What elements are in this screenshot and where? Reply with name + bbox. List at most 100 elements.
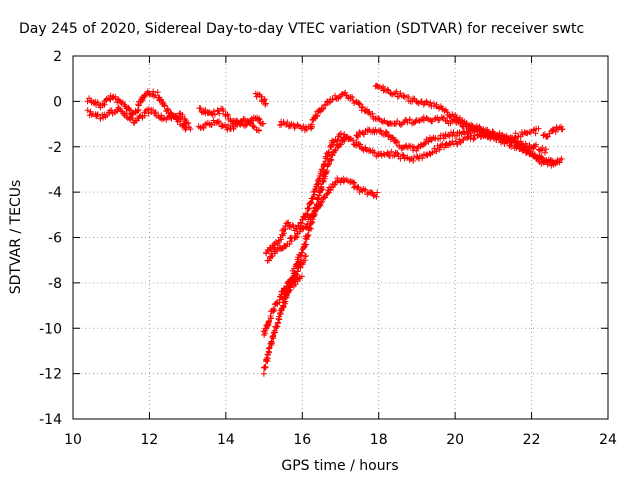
- data-point: [233, 121, 240, 128]
- data-point: [271, 307, 278, 314]
- data-point: [126, 106, 133, 113]
- data-point: [340, 137, 347, 143]
- data-point: [358, 107, 365, 114]
- data-point: [161, 103, 168, 110]
- data-point: [302, 253, 309, 259]
- y-tick-label: -2: [48, 140, 62, 156]
- x-tick-label: 10: [64, 432, 82, 448]
- data-point: [323, 169, 330, 176]
- data-point: [276, 122, 283, 129]
- data-point: [324, 162, 331, 169]
- data-point: [129, 115, 136, 121]
- data-point: [389, 134, 396, 141]
- data-point: [247, 119, 254, 126]
- data-point: [306, 224, 313, 231]
- series-morning-band-b: [84, 104, 194, 133]
- data-point: [447, 141, 454, 148]
- data-point: [211, 111, 218, 118]
- data-point: [141, 112, 148, 119]
- data-point: [310, 194, 317, 201]
- data-point: [302, 241, 309, 248]
- data-point: [411, 144, 417, 150]
- data-point: [335, 144, 341, 151]
- data-point: [285, 280, 292, 287]
- data-point: [388, 148, 395, 155]
- data-point: [197, 105, 204, 112]
- data-point: [463, 120, 470, 126]
- data-point: [288, 238, 295, 245]
- data-point: [294, 268, 301, 275]
- series-falling-through-evening: [353, 124, 542, 154]
- series-spike-15h: [252, 90, 269, 108]
- data-point: [468, 121, 475, 128]
- data-point: [559, 126, 566, 133]
- y-tick-label: -14: [39, 412, 62, 428]
- data-point: [384, 149, 391, 156]
- data-point: [261, 97, 268, 104]
- data-point: [84, 107, 91, 114]
- data-point: [423, 98, 430, 105]
- data-point: [406, 116, 413, 123]
- data-point: [285, 123, 292, 130]
- data-point: [384, 86, 391, 93]
- data-point: [224, 112, 231, 119]
- data-point: [357, 141, 364, 148]
- data-point: [373, 193, 380, 200]
- data-point: [359, 104, 366, 110]
- data-point: [325, 161, 332, 168]
- data-point: [115, 104, 122, 111]
- y-tick-label: -10: [39, 321, 62, 337]
- data-point: [269, 334, 276, 341]
- data-point: [134, 108, 141, 114]
- data-point: [538, 147, 545, 154]
- data-point: [466, 126, 472, 133]
- data-point: [185, 120, 192, 127]
- y-tick-label: -12: [39, 367, 62, 383]
- data-point: [462, 121, 469, 127]
- series-late-tail: [540, 123, 566, 140]
- data-point: [318, 199, 324, 206]
- data-point: [517, 141, 524, 148]
- data-point: [183, 124, 190, 131]
- data-point: [260, 120, 267, 127]
- data-point: [558, 155, 565, 162]
- data-point: [262, 364, 269, 370]
- y-tick-label: -4: [48, 185, 62, 201]
- data-point: [200, 125, 207, 131]
- data-point: [540, 132, 547, 139]
- data-point: [355, 134, 361, 140]
- data-point: [154, 89, 161, 96]
- data-point: [425, 138, 432, 144]
- data-point: [215, 120, 222, 127]
- data-point: [318, 184, 325, 191]
- data-point: [305, 232, 312, 239]
- data-point: [370, 192, 377, 199]
- data-points: [84, 82, 566, 377]
- data-point: [549, 158, 556, 165]
- data-point: [533, 141, 539, 148]
- data-point: [125, 105, 132, 112]
- data-point: [413, 147, 420, 154]
- data-point: [543, 146, 549, 153]
- data-point: [250, 123, 257, 130]
- data-point: [354, 184, 361, 191]
- data-point: [214, 118, 221, 125]
- data-point: [356, 128, 363, 135]
- data-point: [266, 257, 272, 264]
- data-point: [260, 370, 267, 377]
- data-point: [354, 132, 360, 139]
- data-point: [429, 149, 436, 156]
- data-point: [344, 134, 351, 140]
- x-tick-label: 14: [217, 432, 235, 448]
- y-tick-label: -8: [48, 276, 62, 292]
- data-point: [146, 90, 152, 97]
- data-point: [377, 127, 384, 134]
- data-point: [350, 137, 357, 144]
- data-point: [214, 107, 221, 114]
- y-axis-label: SDTVAR / TECUs: [8, 180, 24, 295]
- data-point: [256, 127, 262, 134]
- data-point: [262, 364, 269, 371]
- data-point: [281, 230, 287, 237]
- data-point: [422, 140, 428, 147]
- data-point: [512, 130, 519, 137]
